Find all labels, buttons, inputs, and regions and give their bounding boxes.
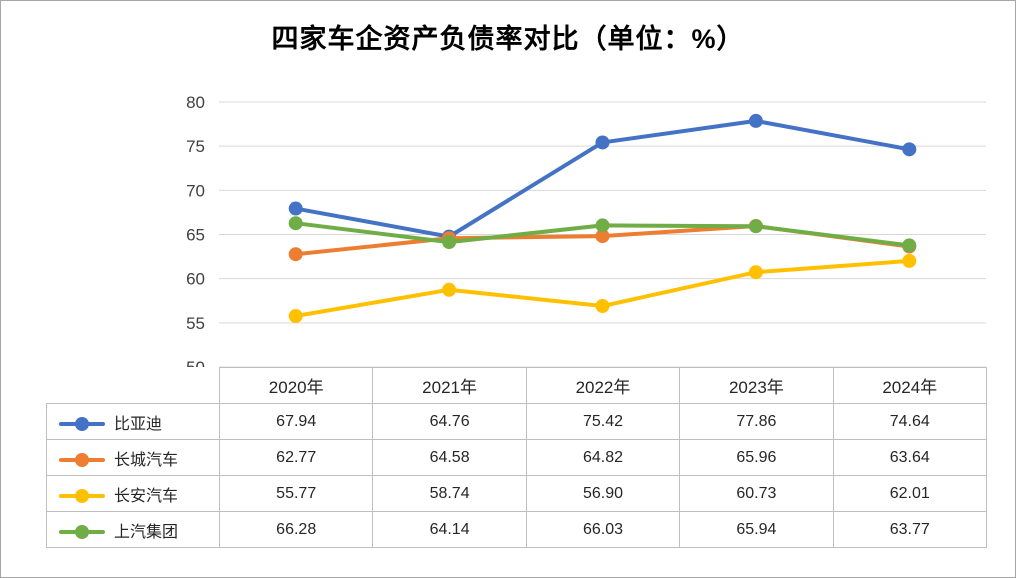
year-header-cell: 2023年 [679, 367, 834, 404]
year-header-cell: 2022年 [525, 367, 681, 404]
series-name-label: 比亚迪 [114, 415, 163, 433]
value-cell: 65.94 [679, 511, 834, 548]
year-header-cell: 2021年 [372, 367, 527, 404]
legend-cell: 长安汽车 [46, 475, 220, 512]
y-axis-tick-label: 70 [186, 181, 205, 200]
series-marker-0 [595, 135, 610, 150]
series-marker-3 [902, 238, 917, 253]
legend-cell: 比亚迪 [46, 403, 220, 440]
table-row: 长安汽车 55.77 58.74 56.90 60.73 62.01 [46, 475, 987, 512]
value-cell: 62.01 [832, 475, 987, 512]
value-cell: 75.42 [525, 403, 681, 440]
value-cell: 60.73 [679, 475, 834, 512]
legend-cell: 长城汽车 [46, 439, 220, 476]
legend-key-icon [59, 488, 105, 503]
series-marker-0 [748, 113, 763, 128]
series-marker-3 [442, 235, 457, 250]
value-cell: 66.03 [525, 511, 681, 548]
table-row: 比亚迪 67.94 64.76 75.42 77.86 74.64 [46, 403, 987, 440]
table-row: 长城汽车 62.77 64.58 64.82 65.96 63.64 [46, 439, 987, 476]
series-marker-2 [595, 299, 610, 314]
value-cell: 64.82 [525, 439, 681, 476]
series-name-label: 上汽集团 [114, 523, 179, 541]
y-axis-tick-label: 75 [186, 137, 205, 156]
value-cell: 62.77 [218, 439, 374, 476]
series-marker-1 [595, 229, 610, 244]
legend-cell: 上汽集团 [46, 511, 220, 548]
value-cell: 56.90 [525, 475, 681, 512]
value-cell: 58.74 [372, 475, 527, 512]
value-cell: 55.77 [218, 475, 374, 512]
value-cell: 64.14 [372, 511, 527, 548]
series-marker-3 [595, 218, 610, 233]
value-cell: 63.77 [832, 511, 987, 548]
legend-key-icon [59, 452, 105, 467]
y-axis-tick-label: 80 [186, 93, 205, 112]
series-marker-0 [288, 201, 303, 216]
chart-title: 四家车企资产负债率对比（单位：%） [271, 24, 745, 54]
series-marker-0 [902, 142, 917, 157]
series-marker-3 [748, 219, 763, 234]
table-header-row: 2020年 2021年 2022年 2023年 2024年 [47, 367, 987, 404]
value-cell: 65.96 [679, 439, 834, 476]
y-axis-tick-label: 65 [186, 226, 205, 245]
value-cell: 63.64 [832, 439, 987, 476]
year-header-cell: 2024年 [832, 367, 987, 404]
value-cell: 66.28 [218, 511, 374, 548]
table-corner-blank [47, 368, 220, 404]
series-name-label: 长城汽车 [114, 451, 179, 469]
series-marker-3 [288, 216, 303, 231]
series-marker-2 [442, 282, 457, 297]
value-cell: 74.64 [832, 403, 987, 440]
y-axis-tick-label: 55 [186, 314, 205, 333]
year-header-cell: 2020年 [218, 367, 374, 404]
series-marker-2 [902, 253, 917, 268]
legend-key-icon [59, 416, 105, 431]
series-name-label: 长安汽车 [114, 487, 179, 505]
value-cell: 64.76 [372, 403, 527, 440]
y-axis-tick-label: 60 [186, 270, 205, 289]
series-marker-2 [748, 265, 763, 280]
table-row: 上汽集团 66.28 64.14 66.03 65.94 63.77 [46, 511, 987, 548]
value-cell: 67.94 [218, 403, 374, 440]
data-table: 2020年 2021年 2022年 2023年 2024年 比亚迪 67.94 64.76 7… [46, 367, 987, 548]
series-marker-1 [288, 247, 303, 262]
value-cell: 77.86 [679, 403, 834, 440]
series-marker-2 [288, 309, 303, 324]
value-cell: 64.58 [372, 439, 527, 476]
legend-key-icon [59, 524, 105, 539]
